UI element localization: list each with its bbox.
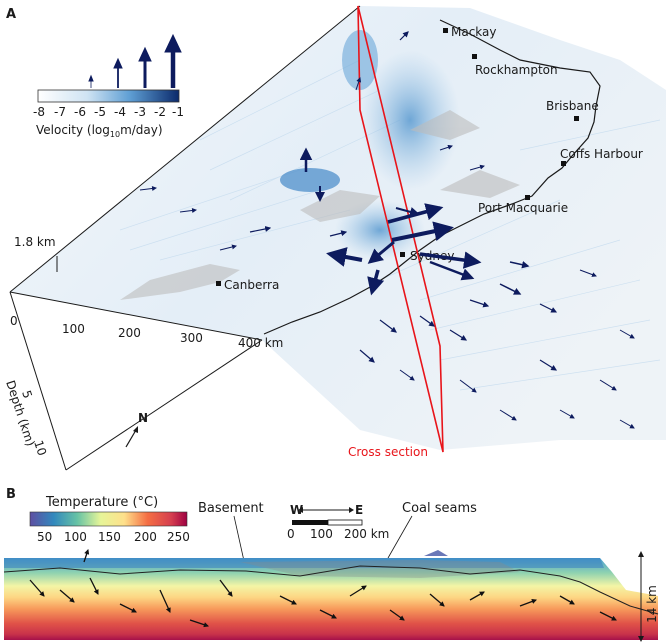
basement-surface <box>3 565 659 615</box>
basin-patch <box>280 168 340 192</box>
topographic-peak <box>424 550 448 556</box>
rockhampton-marker <box>472 54 477 59</box>
coal-seams-leader <box>387 515 413 559</box>
east-label: E <box>355 503 363 517</box>
legend-tick-3: -5 <box>94 105 106 119</box>
legend-tick-2: -6 <box>74 105 86 119</box>
temp-tick-250: 250 <box>167 530 190 544</box>
legend-arrows <box>88 33 182 88</box>
west-east-compass: W E <box>290 503 363 517</box>
scalebar-100: 100 <box>310 527 333 541</box>
temp-tick-150: 150 <box>98 530 121 544</box>
legend-tick-1: -7 <box>54 105 66 119</box>
panel-a-label: A <box>6 7 16 22</box>
terrain-texture <box>119 59 661 391</box>
legend-title-prefix: Velocity (log <box>36 123 110 137</box>
legend-tick-7: -1 <box>172 105 184 119</box>
city-canberra: Canberra <box>224 278 279 292</box>
basin-patch-north <box>342 30 378 90</box>
north-arrow: N <box>125 411 148 448</box>
temperature-colorbar <box>29 511 188 527</box>
hscale-tick-100: 100 <box>62 322 85 336</box>
city-rockhampton: Rockhampton <box>475 63 558 77</box>
cross-section-plane <box>357 5 444 453</box>
temperature-colorbar-title: Temperature (°C) <box>45 495 158 510</box>
legend-title-sub: 10 <box>110 130 120 139</box>
canberra-marker <box>216 281 221 286</box>
temp-tick-200: 200 <box>134 530 157 544</box>
legend-tick-6: -2 <box>154 105 166 119</box>
section-flow-arrows <box>29 549 617 628</box>
city-port-macquarie: Port Macquarie <box>478 201 568 215</box>
legend-title-suffix: m/day) <box>120 123 163 137</box>
temperature-cross-section <box>4 558 658 640</box>
city-mackay: Mackay <box>451 25 497 39</box>
city-markers <box>216 28 579 286</box>
scalebar-200: 200 km <box>344 527 389 541</box>
hscale-tick-200: 200 <box>118 326 141 340</box>
height-scale-label: 1.8 km <box>14 235 56 249</box>
sydney-marker <box>400 252 405 257</box>
coal-seams-label: Coal seams <box>402 501 477 516</box>
distance-scalebar: 0 100 200 km <box>287 519 389 541</box>
city-coffs-harbour: Coffs Harbour <box>560 147 643 161</box>
north-label: N <box>138 411 148 425</box>
temp-tick-100: 100 <box>64 530 87 544</box>
velocity-legend: -8 -7 -6 -5 -4 -3 -2 -1 Velocity (log10m… <box>33 33 184 139</box>
hscale-tick-300: 300 <box>180 331 203 345</box>
sydney-basin-flow <box>335 200 425 260</box>
temp-tick-50: 50 <box>37 530 52 544</box>
block-outline <box>9 5 361 471</box>
great-artesian-basin-flow <box>360 50 460 190</box>
panel-b: B Temperature (°C) 50 100 150 200 250 Ba… <box>3 487 659 642</box>
coffs-harbour-marker <box>561 161 566 166</box>
cross-section-label: Cross section <box>348 445 428 459</box>
basement-label: Basement <box>198 501 264 516</box>
surface-layer <box>4 558 604 568</box>
hscale-tick-400: 400 km <box>238 336 283 350</box>
velocity-colorbar <box>37 89 180 103</box>
legend-title: Velocity (log10m/day) <box>36 123 163 139</box>
legend-tick-4: -4 <box>114 105 126 119</box>
legend-tick-5: -3 <box>134 105 146 119</box>
legend-tick-0: -8 <box>33 105 45 119</box>
brisbane-marker <box>574 116 579 121</box>
depth-indicator: 14 km <box>638 551 659 642</box>
highlands-relief <box>120 110 520 300</box>
west-label: W <box>290 503 303 517</box>
depth-label: 14 km <box>645 585 659 623</box>
flow-arrows <box>139 31 635 429</box>
panel-b-label: B <box>6 487 16 502</box>
scalebar-0: 0 <box>287 527 295 541</box>
city-brisbane: Brisbane <box>546 99 599 113</box>
depth-tick-10: 10 <box>31 439 49 458</box>
hscale-tick-0: 0 <box>10 314 18 328</box>
panel-a: A 1.8 km <box>3 5 666 471</box>
coal-seam-layer <box>240 560 520 578</box>
mackay-marker <box>443 28 448 33</box>
depth-tick-5: 5 <box>19 389 35 401</box>
port-macquarie-marker <box>525 195 530 200</box>
